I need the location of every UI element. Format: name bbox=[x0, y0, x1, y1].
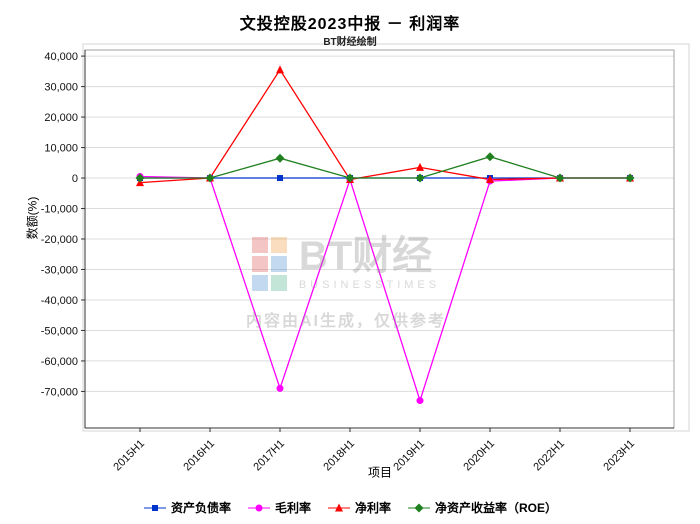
legend-item-roe: 净资产收益率（ROE） bbox=[407, 499, 557, 516]
svg-text:-50,000: -50,000 bbox=[41, 325, 78, 337]
chart-title: 文投控股2023中报 － 利润率 bbox=[239, 16, 461, 33]
legend-label-gross-margin: 毛利率 bbox=[274, 501, 311, 515]
svg-text:10,000: 10,000 bbox=[44, 143, 78, 155]
svg-text:-60,000: -60,000 bbox=[41, 356, 78, 368]
chart-subtitle: BT财经绘制 bbox=[323, 37, 377, 48]
svg-text:0: 0 bbox=[72, 173, 78, 185]
svg-text:2017H1: 2017H1 bbox=[251, 438, 287, 474]
legend-label-roe: 净资产收益率（ROE） bbox=[435, 501, 558, 515]
svg-text:2018H1: 2018H1 bbox=[321, 438, 357, 474]
svg-text:-40,000: -40,000 bbox=[41, 295, 78, 307]
legend-item-debt-ratio: 资产负债率 bbox=[143, 499, 231, 516]
svg-text:2020H1: 2020H1 bbox=[461, 438, 497, 474]
svg-text:-70,000: -70,000 bbox=[41, 386, 78, 398]
x-axis-label: 项目 bbox=[367, 465, 393, 480]
svg-text:-10,000: -10,000 bbox=[41, 204, 78, 216]
legend-marker-circle-icon bbox=[247, 502, 271, 514]
legend-item-net-margin: 净利率 bbox=[327, 499, 391, 516]
svg-text:-30,000: -30,000 bbox=[41, 264, 78, 276]
svg-text:2019H1: 2019H1 bbox=[391, 438, 427, 474]
svg-text:-20,000: -20,000 bbox=[41, 234, 78, 246]
legend-marker-diamond-icon bbox=[407, 502, 431, 514]
svg-text:20,000: 20,000 bbox=[44, 112, 78, 124]
legend-label-debt-ratio: 资产负债率 bbox=[170, 501, 231, 515]
svg-text:2022H1: 2022H1 bbox=[531, 438, 567, 474]
svg-text:2015H1: 2015H1 bbox=[111, 438, 147, 474]
svg-text:40,000: 40,000 bbox=[44, 51, 78, 63]
legend-marker-triangle-icon bbox=[327, 502, 351, 514]
legend: 资产负债率 毛利率 净利率 净资产收益率（ROE） bbox=[0, 499, 700, 516]
svg-text:2016H1: 2016H1 bbox=[181, 438, 217, 474]
svg-text:2023H1: 2023H1 bbox=[601, 438, 637, 474]
legend-label-net-margin: 净利率 bbox=[355, 501, 392, 515]
legend-marker-square-icon bbox=[143, 502, 167, 514]
y-axis-label: 数额(%) bbox=[25, 196, 40, 240]
legend-item-gross-margin: 毛利率 bbox=[247, 499, 311, 516]
svg-text:30,000: 30,000 bbox=[44, 82, 78, 94]
